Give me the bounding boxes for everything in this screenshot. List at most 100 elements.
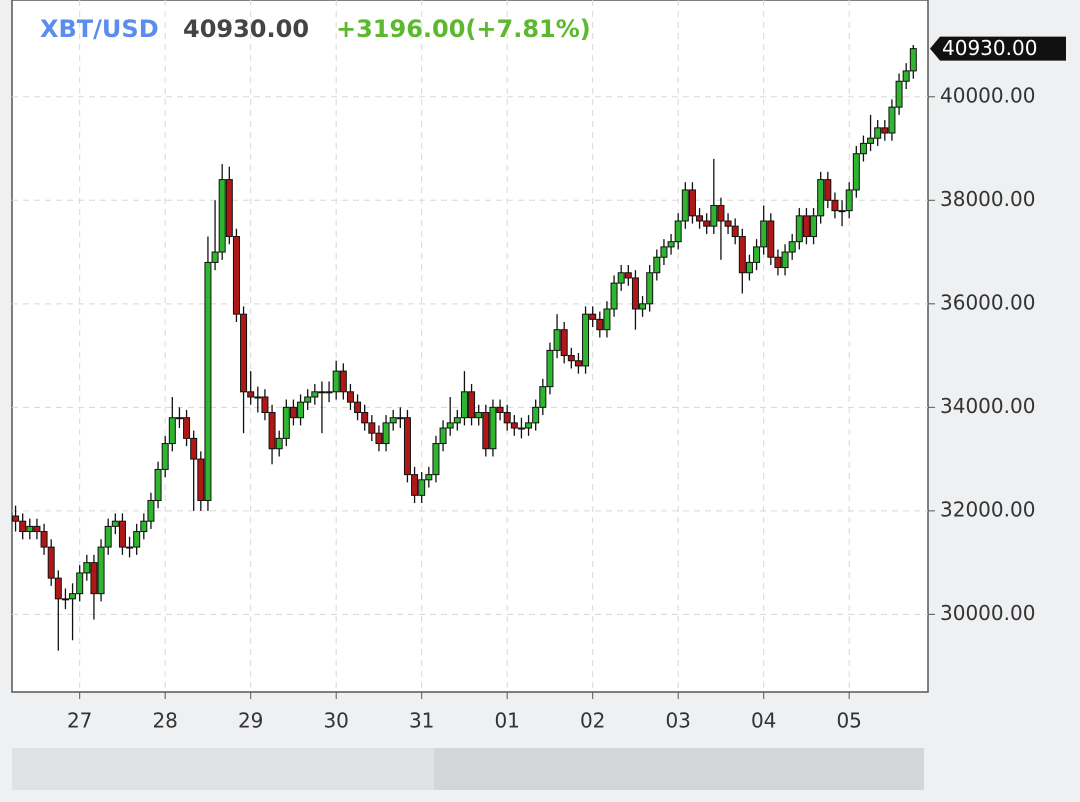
- candle-body: [460, 391, 468, 419]
- candle-body: [26, 525, 34, 533]
- candle-body: [624, 272, 632, 279]
- x-tick-label: 04: [751, 709, 776, 733]
- candles: [12, 45, 917, 651]
- candle-body: [674, 220, 682, 243]
- candle-body: [432, 443, 440, 476]
- candle-body: [261, 396, 269, 414]
- plot-area: [11, 0, 929, 693]
- candle-body: [909, 48, 917, 72]
- y-tick-label: 34000.00: [940, 394, 1035, 418]
- candle-body: [197, 458, 205, 501]
- candle-body: [225, 179, 233, 238]
- candle-body: [646, 272, 654, 305]
- candle-body: [468, 391, 476, 419]
- y-tick-label: 38000.00: [940, 187, 1035, 211]
- candle-body: [104, 525, 112, 548]
- candle-body: [247, 391, 255, 398]
- candle-body: [688, 189, 696, 217]
- candle-body: [147, 499, 155, 522]
- y-tick-label: 36000.00: [940, 290, 1035, 314]
- candle-body: [133, 531, 141, 548]
- candle-body: [446, 422, 454, 429]
- price-tag-label: 40930.00: [942, 36, 1037, 60]
- candle-body: [503, 412, 511, 424]
- grid: [12, 0, 928, 692]
- candle-body: [867, 137, 875, 144]
- candle-body: [760, 220, 768, 248]
- candle-body: [346, 391, 354, 403]
- candle-body: [802, 215, 810, 238]
- x-tick-label: 28: [152, 709, 177, 733]
- candle-body: [289, 406, 297, 419]
- symbol: XBT/USD: [40, 15, 159, 43]
- candle-body: [268, 412, 276, 450]
- candle-body: [232, 236, 240, 315]
- candle-body: [810, 215, 818, 238]
- candle-body: [411, 474, 419, 496]
- candle-body: [304, 396, 312, 403]
- candle-body: [90, 562, 98, 595]
- candle-body: [190, 437, 198, 460]
- candle-body: [76, 572, 84, 595]
- candle-body: [745, 261, 753, 274]
- candle-body: [774, 256, 782, 269]
- candle-body: [140, 520, 148, 533]
- candle-body: [696, 215, 704, 222]
- candle-body: [118, 520, 126, 548]
- x-tick-label: 01: [494, 709, 519, 733]
- candle-body: [781, 251, 789, 269]
- candle-body: [546, 349, 554, 388]
- candle-body: [596, 318, 604, 331]
- candle-body: [61, 598, 69, 601]
- candle-body: [482, 412, 490, 450]
- x-tick-label: 02: [580, 709, 605, 733]
- candle-body: [275, 437, 283, 450]
- candle-body: [710, 204, 718, 227]
- candle-body: [282, 406, 290, 439]
- candle-body: [126, 546, 134, 549]
- y-tick-label: 30000.00: [940, 601, 1035, 625]
- x-tick-label: 05: [836, 709, 861, 733]
- candle-body: [12, 515, 20, 522]
- last-price: 40930.00: [183, 15, 309, 43]
- candle-body: [204, 261, 212, 501]
- candle-body: [902, 70, 910, 82]
- candle-body: [418, 479, 426, 496]
- candle-body: [54, 577, 62, 600]
- candle-body: [589, 313, 597, 320]
- x-tick-label: 30: [323, 709, 348, 733]
- candle-body: [852, 153, 860, 191]
- candle-body: [240, 313, 248, 393]
- candle-body: [325, 391, 333, 394]
- price-change: +3196.00(+7.81%): [336, 15, 591, 43]
- candle-body: [33, 525, 41, 533]
- candle-body: [297, 401, 305, 419]
- candle-body: [496, 406, 504, 414]
- candle-body: [254, 396, 262, 399]
- candle-body: [859, 142, 867, 155]
- candle-body: [339, 370, 347, 393]
- candle-body: [97, 546, 105, 595]
- candle-body: [610, 282, 618, 310]
- candle-body: [183, 417, 191, 439]
- candle-body: [332, 370, 340, 393]
- candle-body: [40, 531, 48, 548]
- candle-body: [175, 417, 183, 420]
- candle-body: [539, 386, 547, 408]
- candle-body: [83, 562, 91, 574]
- candle-body: [731, 225, 739, 238]
- candle-body: [881, 127, 889, 134]
- candle-body: [617, 272, 625, 284]
- candle-body: [567, 355, 575, 362]
- candle-body: [574, 360, 582, 367]
- candle-body: [824, 179, 832, 201]
- candle-body: [375, 432, 383, 445]
- candle-body: [767, 220, 775, 258]
- candle-body: [753, 246, 761, 263]
- candle-body: [517, 427, 525, 430]
- candle-body: [389, 417, 397, 424]
- candle-body: [510, 422, 518, 429]
- candle-body: [425, 474, 433, 481]
- candle-body: [318, 391, 326, 394]
